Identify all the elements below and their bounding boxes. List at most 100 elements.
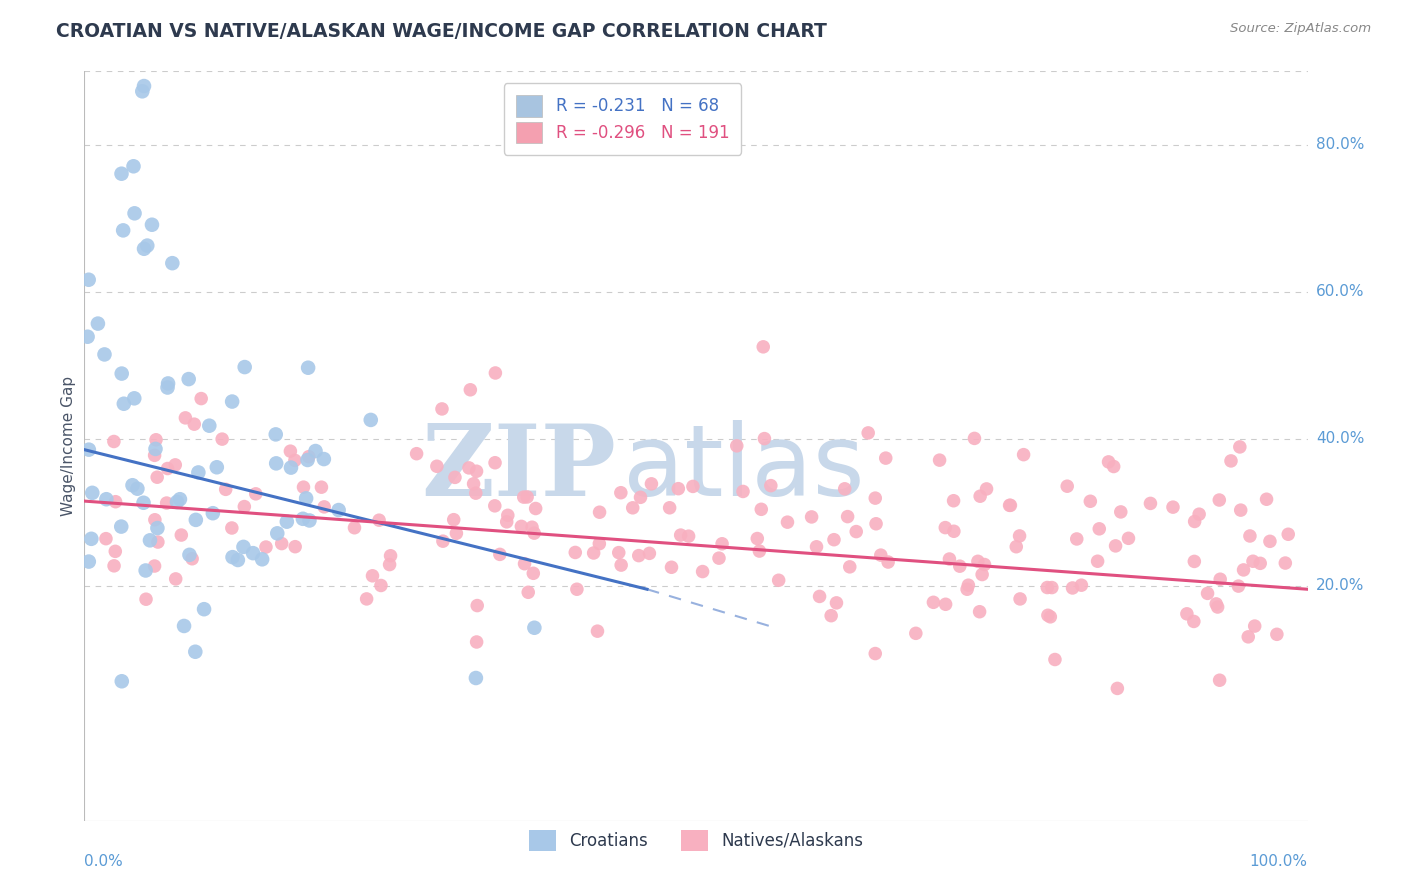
Point <box>524 501 547 516</box>
Point <box>1040 581 1063 595</box>
Text: 60.0%: 60.0% <box>1316 285 1364 299</box>
Point <box>1036 608 1059 623</box>
Point <box>1241 554 1264 568</box>
Point <box>588 537 610 551</box>
Point <box>356 591 378 606</box>
Point <box>143 513 166 527</box>
Point <box>808 590 831 604</box>
Point <box>169 492 191 507</box>
Point <box>1012 448 1035 462</box>
Point <box>145 433 167 447</box>
Point <box>1256 492 1278 507</box>
Point <box>837 509 859 524</box>
Point <box>875 451 897 466</box>
Point <box>1097 455 1119 469</box>
Point <box>1043 652 1066 666</box>
Point <box>1161 500 1184 515</box>
Point <box>973 558 995 572</box>
Point <box>174 410 197 425</box>
Point <box>725 439 748 453</box>
Point <box>314 500 336 514</box>
Point <box>1107 681 1129 696</box>
Point <box>298 513 321 527</box>
Point <box>221 394 243 409</box>
Point <box>1227 579 1250 593</box>
Point <box>1036 581 1059 595</box>
Point <box>464 486 486 500</box>
Point <box>166 495 188 509</box>
Point <box>928 453 950 467</box>
Point <box>957 578 980 592</box>
Point <box>752 340 775 354</box>
Point <box>1208 493 1230 508</box>
Point <box>141 218 163 232</box>
Text: Source: ZipAtlas.com: Source: ZipAtlas.com <box>1230 22 1371 36</box>
Point <box>284 540 307 554</box>
Point <box>135 592 157 607</box>
Point <box>146 470 169 484</box>
Point <box>233 360 256 375</box>
Point <box>565 582 588 597</box>
Point <box>484 456 506 470</box>
Point <box>586 624 609 639</box>
Point <box>969 489 991 503</box>
Point <box>221 550 243 565</box>
Point <box>1104 539 1126 553</box>
Point <box>748 544 770 558</box>
Point <box>823 533 845 547</box>
Point <box>856 425 879 440</box>
Point <box>484 366 506 380</box>
Point <box>1078 494 1101 508</box>
Point <box>250 552 273 566</box>
Point <box>280 444 302 458</box>
Point <box>432 534 454 549</box>
Point <box>183 417 205 432</box>
Point <box>132 78 155 93</box>
Point <box>1109 505 1132 519</box>
Point <box>1232 563 1254 577</box>
Point <box>484 499 506 513</box>
Point <box>1000 499 1022 513</box>
Point <box>754 432 776 446</box>
Point <box>443 513 465 527</box>
Point <box>495 515 517 529</box>
Point <box>298 450 321 464</box>
Point <box>1229 503 1251 517</box>
Point <box>967 554 990 568</box>
Point <box>627 549 650 563</box>
Point <box>1039 610 1062 624</box>
Point <box>1237 630 1260 644</box>
Point <box>865 647 887 661</box>
Point <box>922 595 945 609</box>
Point <box>177 372 200 386</box>
Point <box>669 528 692 542</box>
Point <box>1182 615 1205 629</box>
Point <box>104 544 127 558</box>
Point <box>127 482 149 496</box>
Point <box>1206 600 1229 615</box>
Point <box>198 418 221 433</box>
Point <box>942 524 965 539</box>
Point <box>361 569 384 583</box>
Point <box>588 505 610 519</box>
Point <box>103 434 125 449</box>
Point <box>232 540 254 554</box>
Point <box>904 626 927 640</box>
Point <box>661 560 683 574</box>
Point <box>111 674 134 689</box>
Point <box>1087 554 1109 568</box>
Point <box>834 482 856 496</box>
Point <box>1258 534 1281 549</box>
Point <box>838 559 860 574</box>
Point <box>380 549 402 563</box>
Point <box>360 413 382 427</box>
Point <box>1274 556 1296 570</box>
Point <box>426 459 449 474</box>
Point <box>156 461 179 475</box>
Point <box>747 532 769 546</box>
Point <box>179 548 201 562</box>
Text: atlas: atlas <box>623 420 865 517</box>
Point <box>245 487 267 501</box>
Point <box>1220 454 1243 468</box>
Point <box>143 559 166 574</box>
